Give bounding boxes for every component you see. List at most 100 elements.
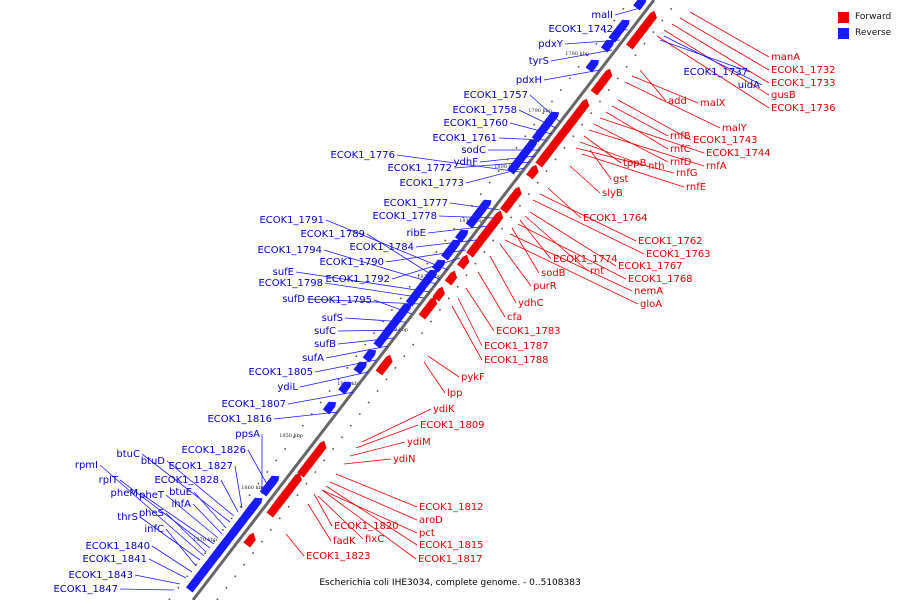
forward-connector-ydin: [343, 458, 392, 465]
reverse-gene-label-ecok1-1790: ECOK1_1790: [319, 257, 384, 268]
reverse-connector-ecok1-1827: [234, 465, 243, 509]
forward-gene-label-ecok1-1763: ECOK1_1763: [646, 249, 711, 260]
forward-gene-label-arod: aroD: [419, 515, 443, 526]
reverse-connector-ecok1-1847: [119, 588, 175, 591]
reverse-gene-label-infc: infC: [144, 524, 164, 535]
reverse-gene-label-ecok1-1794: ECOK1_1794: [257, 245, 322, 256]
reverse-gene-label-ecok1-1828: ECOK1_1828: [154, 475, 219, 486]
reverse-connector-ecok1-1841: [148, 558, 187, 579]
reverse-connector-mali: [614, 7, 641, 16]
forward-gene-label-nema: nemA: [634, 286, 663, 297]
forward-connector-ydim: [349, 441, 406, 457]
forward-connector-cfa: [477, 271, 506, 318]
reverse-connector-ecok1-1828: [220, 479, 239, 513]
reverse-gene-label-sufb: sufB: [314, 339, 336, 350]
reverse-gene-label-ecok1-1773: ECOK1_1773: [399, 178, 464, 189]
reverse-gene-label-ecok1-1847: ECOK1_1847: [53, 584, 118, 595]
forward-gene-arrow-ecok1-1736: [626, 34, 639, 50]
reverse-connector-infc: [165, 528, 197, 567]
reverse-gene-label-ecok1-1758: ECOK1_1758: [452, 105, 517, 116]
forward-connector-rnfb: [611, 105, 669, 137]
reverse-connector-rplt: [119, 479, 211, 549]
legend: Forward Reverse: [838, 9, 891, 41]
forward-gene-label-ecok1-1820: ECOK1_1820: [334, 521, 399, 532]
reverse-connector-ihfa: [192, 503, 223, 535]
reverse-guide-dots: [168, 0, 631, 600]
reverse-connector-ecok1-1805: [314, 359, 377, 373]
scale-tick-label: 1790 kbp: [528, 108, 552, 114]
forward-connector-ecok1-1743: [617, 99, 692, 141]
genome-axis-line: [191, 0, 656, 600]
forward-gene-label-ecok1-1768: ECOK1_1768: [628, 274, 693, 285]
reverse-connector-ydil: [299, 371, 369, 388]
reverse-connector-uida: [663, 35, 763, 86]
scale-tick-label: 1860 kbp: [241, 485, 265, 491]
forward-gene-label-rnfc: rnfC: [670, 144, 691, 155]
reverse-connector-ecok1-1840: [151, 545, 193, 573]
reverse-connector-phem: [139, 492, 215, 545]
forward-gene-arrow-gloa: [469, 238, 482, 254]
forward-gene-arrow-maly: [590, 80, 604, 96]
reverse-gene-label-ecok1-1792: ECOK1_1792: [325, 274, 390, 285]
reverse-gene-label-ecok1-1776: ECOK1_1776: [330, 150, 395, 161]
forward-gene-label-fadk: fadK: [333, 536, 356, 547]
forward-connector-fixc: [317, 495, 364, 540]
forward-connector-ecok1-1732: [679, 17, 770, 71]
reverse-connector-btud: [166, 460, 235, 517]
reverse-gene-arrow-ecok1-1826: [265, 475, 280, 489]
reverse-connector-sufa: [325, 345, 389, 359]
forward-swatch: [838, 11, 849, 23]
reverse-gene-label-ecok1-1816: ECOK1_1816: [207, 414, 272, 425]
reverse-connector-ecok1-1789: [366, 233, 441, 281]
reverse-gene-label-ecok1-1843: ECOK1_1843: [68, 570, 133, 581]
reverse-gene-label-ecok1-1777: ECOK1_1777: [383, 198, 448, 209]
forward-connector-ecok1-1762: [539, 193, 637, 242]
legend-forward: Forward: [838, 9, 891, 25]
connector-line-layer: [99, 7, 770, 591]
reverse-connector-btuc: [141, 453, 231, 523]
forward-gene-label-maly: malY: [722, 123, 748, 134]
forward-connector-slyb: [569, 165, 601, 194]
forward-gene-label-add: add: [668, 96, 687, 107]
forward-gene-label-ecok1-1815: ECOK1_1815: [419, 540, 484, 551]
reverse-connector-ecok1-1778: [438, 215, 495, 219]
reverse-gene-label-thrs: thrS: [117, 512, 138, 523]
forward-gene-arrow-ecok1-1768: [481, 222, 494, 238]
forward-gene-arrow-cfa: [444, 270, 458, 286]
reverse-gene-arrow-sufd: [405, 293, 420, 307]
forward-gene-label-ecok1-1762: ECOK1_1762: [638, 236, 703, 247]
forward-gene-arrow-ecok1-1783: [432, 286, 445, 302]
legend-reverse: Reverse: [838, 25, 891, 41]
forward-connector-ecok1-1815: [325, 485, 418, 546]
reverse-gene-label-ihfa: ihfA: [172, 499, 192, 510]
reverse-gene-arrow-ecok1-1805: [362, 349, 377, 363]
reverse-connector-tyrs: [550, 49, 613, 62]
reverse-gene-label-ydil: ydiL: [277, 382, 298, 393]
forward-connector-pct: [321, 489, 418, 534]
forward-gene-arrow-ecok1-1763: [500, 198, 513, 214]
forward-connector-lpp: [423, 361, 446, 394]
forward-gene-label-rnfg: rnfG: [676, 168, 698, 179]
forward-connector-gloa: [504, 239, 639, 305]
forward-gene-label-slyb: slyB: [602, 188, 623, 199]
forward-connector-ecok1-1783: [465, 287, 495, 332]
reverse-gene-label-ecok1-1795: ECOK1_1795: [307, 295, 372, 306]
reverse-connector-ecok1-1737: [659, 39, 751, 73]
reverse-gene-arrow-ecok1-1784: [454, 229, 469, 243]
forward-gene-label-rnfd: rnfD: [670, 157, 692, 168]
reverse-connector-ecok1-1792: [391, 257, 461, 280]
forward-gene-label-gst: gst: [613, 174, 629, 185]
forward-gene-label-ecok1-1788: ECOK1_1788: [484, 355, 549, 366]
forward-gene-arrow-ecok1-1817: [277, 488, 290, 504]
reverse-gene-arrow-ecok1-1773: [510, 157, 524, 171]
reverse-gene-label-uida: uidA: [738, 80, 760, 91]
reverse-gene-label-ecok1-1841: ECOK1_1841: [82, 554, 147, 565]
forward-connector-ecok1-1820: [313, 493, 333, 527]
reverse-gene-label-ecok1-1791: ECOK1_1791: [259, 215, 324, 226]
forward-gene-label-rnt: rnt: [590, 266, 604, 277]
forward-gene-label-ydik: ydiK: [433, 404, 455, 415]
forward-gene-label-ecok1-1767: ECOK1_1767: [618, 261, 683, 272]
forward-connector-ecok1-1817: [321, 489, 417, 560]
reverse-connector-ecok1-1776: [396, 154, 521, 173]
forward-gene-label-ecok1-1817: ECOK1_1817: [418, 554, 483, 565]
